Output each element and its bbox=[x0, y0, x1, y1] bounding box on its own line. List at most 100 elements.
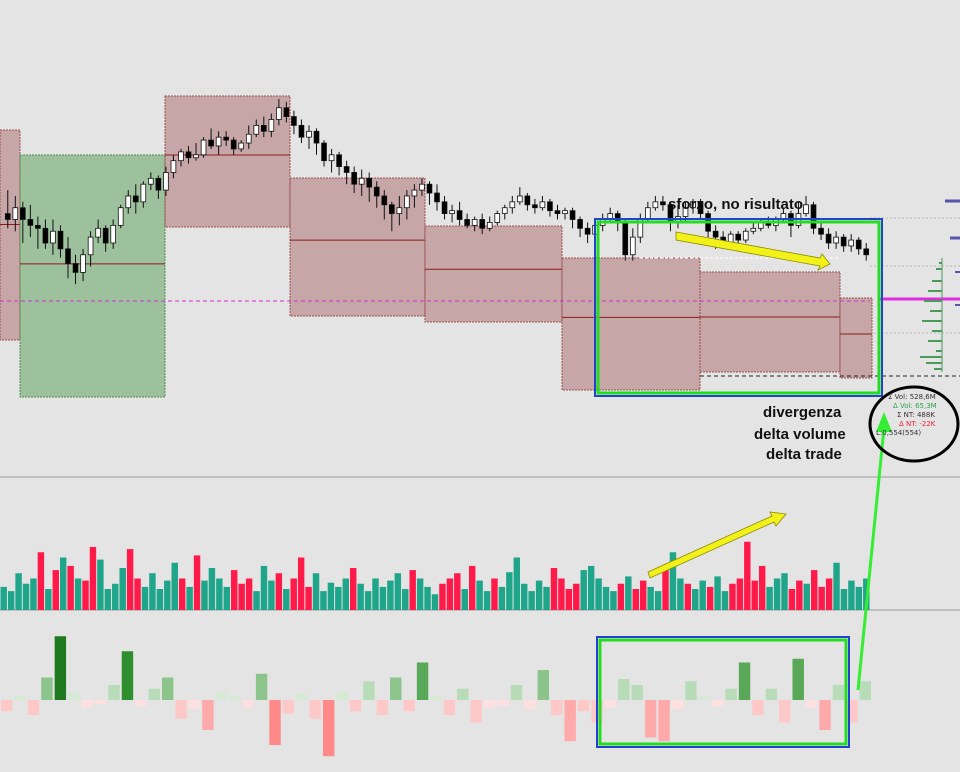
annotation-divergence-line1: divergenza bbox=[763, 404, 842, 421]
volume-bar bbox=[335, 586, 342, 610]
delta-bar bbox=[658, 700, 670, 742]
candle-body bbox=[825, 233, 832, 244]
volume-bar bbox=[699, 580, 706, 610]
candle-body bbox=[404, 195, 410, 209]
candle-body bbox=[697, 201, 704, 214]
volume-bar bbox=[104, 589, 112, 610]
volume-bar bbox=[543, 586, 550, 610]
candle-body bbox=[735, 233, 742, 241]
candle-body bbox=[803, 204, 809, 214]
candle-body bbox=[170, 160, 177, 173]
delta-bar bbox=[685, 681, 697, 700]
volume-bar bbox=[684, 583, 692, 610]
volume-bar bbox=[45, 589, 52, 610]
volume-bar bbox=[416, 578, 424, 610]
highlight-box-delta-inner bbox=[598, 638, 848, 746]
volume-bar bbox=[37, 552, 45, 610]
delta-bar bbox=[94, 700, 107, 704]
volume-bar bbox=[439, 583, 446, 610]
volume-bar bbox=[550, 568, 558, 610]
candle-body bbox=[313, 130, 320, 144]
volume-profile-bar bbox=[936, 350, 942, 352]
volume-bar bbox=[468, 565, 476, 610]
candlestick-series bbox=[4, 98, 870, 285]
volume-bar bbox=[669, 552, 677, 610]
volume-profile-bar bbox=[936, 268, 942, 270]
volume-bar bbox=[424, 586, 431, 610]
volume-bar bbox=[736, 578, 744, 610]
volume-bar bbox=[721, 591, 729, 610]
candle-body bbox=[584, 227, 591, 235]
candle-body bbox=[260, 125, 267, 132]
candle-body bbox=[682, 207, 689, 217]
candle-body bbox=[208, 139, 214, 147]
volume-bar bbox=[30, 578, 37, 610]
delta-bar bbox=[175, 700, 187, 719]
delta-bar bbox=[215, 692, 228, 700]
volume-bar bbox=[639, 580, 647, 610]
volume-bar bbox=[342, 578, 349, 610]
volume-profile-bar bbox=[928, 340, 942, 342]
candle-body bbox=[245, 133, 252, 144]
candle-body bbox=[494, 213, 501, 223]
delta-bar bbox=[832, 685, 845, 700]
volume-bar bbox=[283, 589, 290, 610]
candle-body bbox=[501, 207, 508, 215]
volume-bar bbox=[565, 589, 573, 610]
volume-bar bbox=[379, 586, 387, 610]
volume-bar bbox=[193, 555, 201, 610]
delta-bar bbox=[202, 700, 214, 730]
candle-body bbox=[253, 125, 260, 135]
candle-body bbox=[50, 230, 56, 244]
volume-bar bbox=[595, 578, 602, 610]
volume-bar bbox=[632, 589, 639, 610]
candle-body bbox=[268, 119, 275, 132]
volume-profile-bar bbox=[924, 300, 942, 302]
volume-bar bbox=[134, 578, 141, 610]
delta-bar bbox=[819, 700, 831, 730]
volume-bar bbox=[7, 591, 15, 610]
delta-bar bbox=[524, 700, 536, 709]
delta-bar bbox=[752, 700, 764, 715]
delta-bar bbox=[805, 700, 818, 708]
delta-bar bbox=[671, 700, 684, 709]
delta-bar bbox=[349, 700, 362, 712]
candle-body bbox=[132, 195, 139, 203]
volume-bar bbox=[149, 573, 156, 610]
volume-bar bbox=[788, 589, 796, 610]
volume-bar bbox=[97, 559, 104, 610]
volume-bar bbox=[297, 557, 305, 610]
range-boxes bbox=[0, 95, 960, 398]
candle-body bbox=[163, 172, 169, 191]
delta-bar bbox=[470, 700, 482, 723]
volume-bar bbox=[491, 578, 498, 610]
volume-bar bbox=[387, 580, 394, 610]
volume-bar bbox=[528, 591, 535, 610]
candle-body bbox=[343, 166, 350, 173]
candle-body bbox=[193, 154, 199, 159]
candle-body bbox=[569, 210, 576, 220]
stats-delta-vol: Δ Vol: 65,3M bbox=[893, 402, 937, 410]
annotation-divergence-line3: delta trade bbox=[766, 446, 842, 463]
volume-bar bbox=[558, 578, 565, 610]
range-box bbox=[424, 225, 563, 323]
delta-bar bbox=[497, 700, 509, 706]
candle-body bbox=[72, 263, 79, 273]
volume-bar bbox=[327, 582, 335, 610]
candle-body bbox=[12, 207, 19, 220]
delta-bar bbox=[443, 700, 456, 715]
volume-bar bbox=[268, 580, 275, 610]
volume-bar bbox=[498, 586, 506, 610]
volume-bar bbox=[662, 568, 669, 610]
candle-body bbox=[577, 219, 583, 229]
volume-profile-bar bbox=[930, 310, 942, 312]
delta-bar bbox=[846, 700, 858, 723]
volume-bar bbox=[364, 591, 372, 610]
annotation-divergence-line2: delta volume bbox=[754, 426, 846, 443]
delta-bar bbox=[108, 685, 120, 700]
candle-body bbox=[80, 254, 86, 273]
delta-bar bbox=[577, 700, 590, 712]
stats-circle bbox=[868, 385, 960, 463]
volume-bar bbox=[729, 583, 736, 610]
